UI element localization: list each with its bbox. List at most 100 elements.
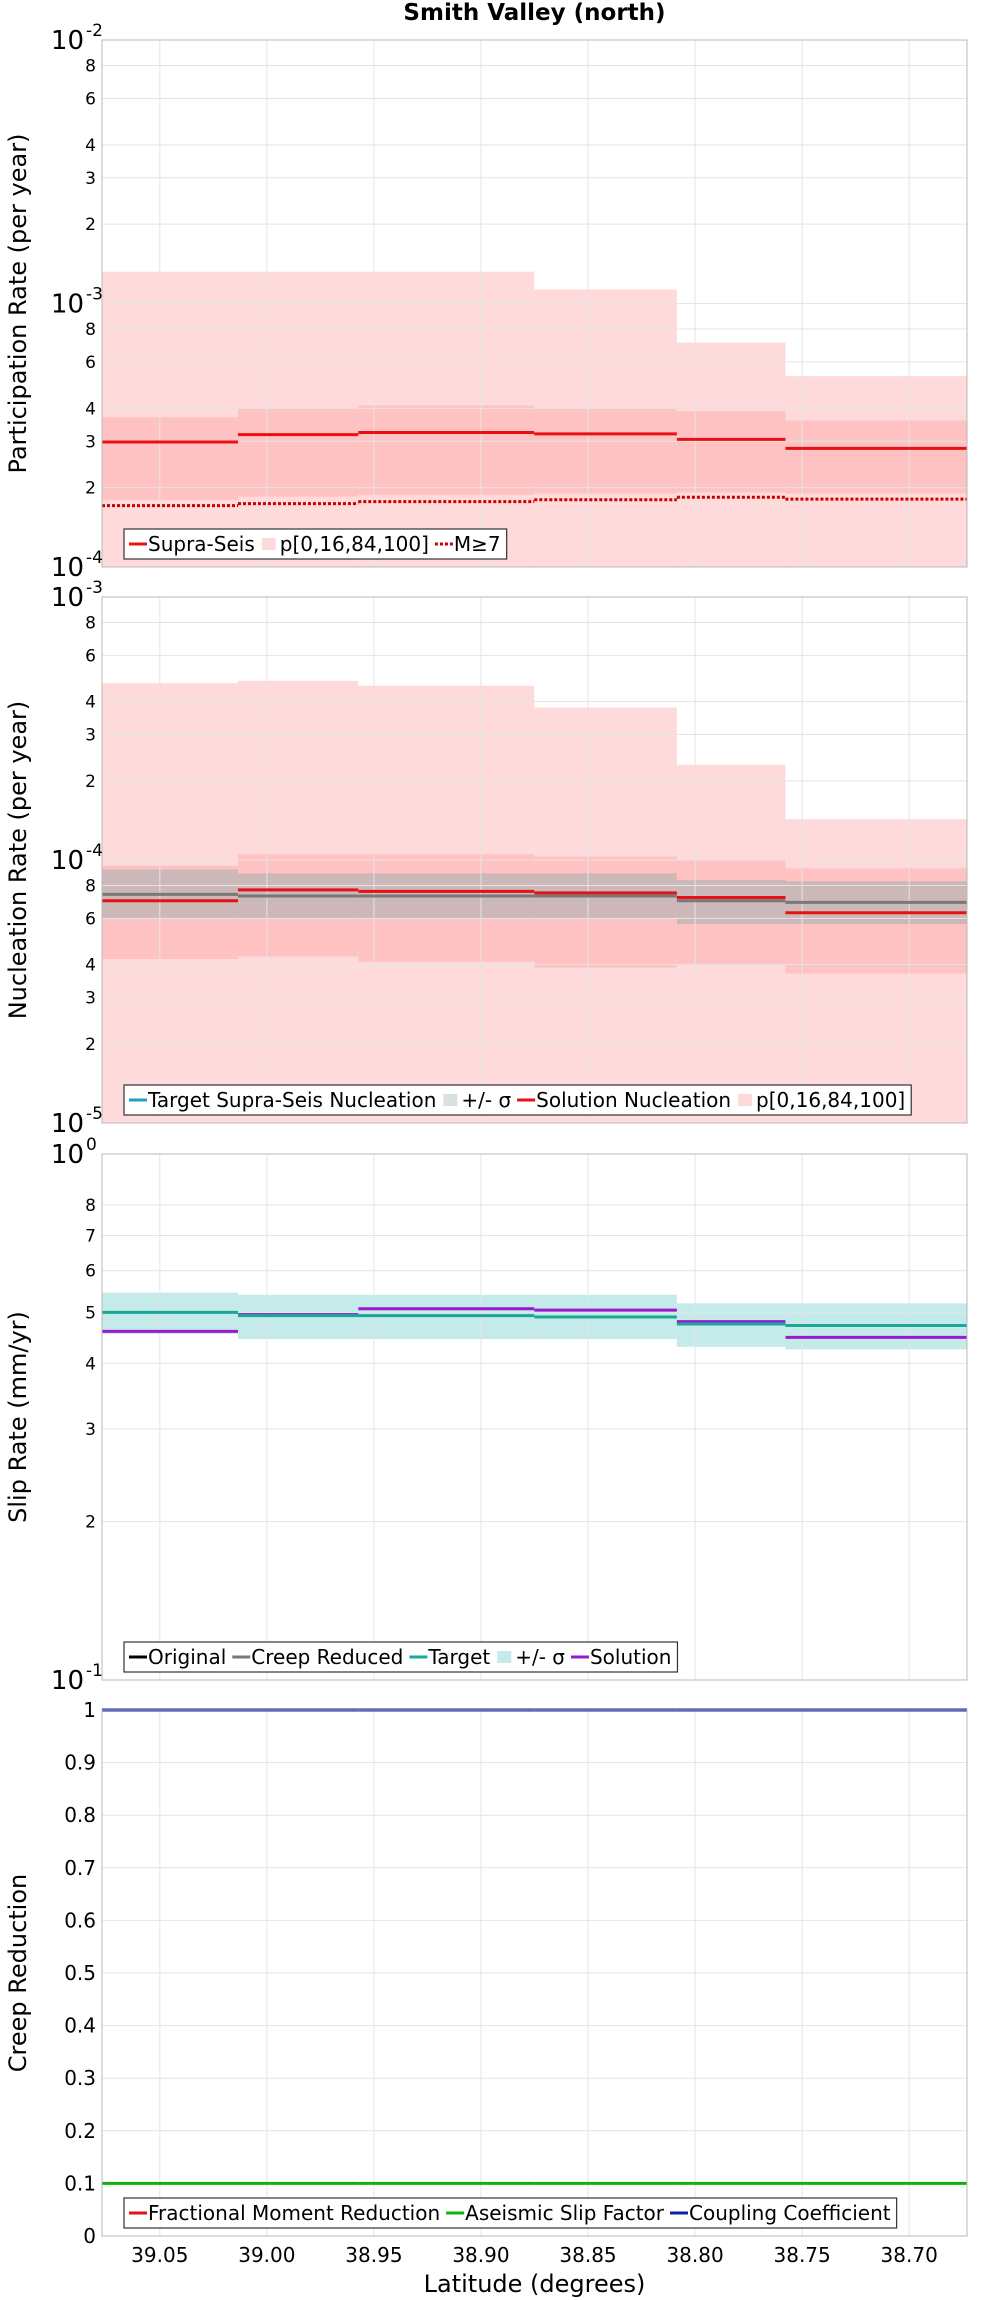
y-tick-label: 4 [85,399,96,419]
legend-patch-swatch [261,538,276,550]
legend-label: Solution [590,1645,671,1669]
plot-frame [101,39,968,568]
band-rect [676,411,786,493]
y-tick-label: 3 [85,432,96,452]
y-tick-label: 10 [51,583,84,613]
plot-frame [101,596,968,1124]
y-tick-label: 4 [85,693,96,713]
x-tick-label: 38.75 [774,2243,831,2267]
y-axis-label: Nucleation Rate (per year) [4,701,32,1020]
y-tick-label: 4 [85,1354,96,1374]
x-tick-label: 39.00 [238,2243,295,2267]
legend-label: +/- σ [515,1645,565,1669]
legend-label: Coupling Coefficient [689,2201,891,2225]
x-tick-label: 38.90 [452,2243,509,2267]
plot-frame [101,1153,968,1681]
plot-area [102,1154,967,1680]
y-tick-label: 0.1 [64,2171,96,2195]
y-tick-label: 0 [83,2224,96,2248]
legend-label: p[0,16,84,100] [280,532,429,556]
legend: Original Creep Reduced Target +/- σ Solution [123,1641,679,1673]
y-tick-label: 7 [85,1226,96,1246]
y-tick-label: 2 [85,479,96,499]
panel-creep: 0 0.1 0.2 0.3 0.4 0.5 0.6 0.7 0.8 0.9 1 Creep Reduc… [4,1698,968,2248]
x-axis: 39.05 39.00 38.95 38.90 38.85 38.80 38.75 38.70… [131,2243,938,2298]
y-tick-label: 3 [85,1420,96,1440]
y-tick-label: 3 [85,989,96,1009]
y-tick-label: 3 [85,169,96,189]
y-tick-exponent: -3 [86,578,103,598]
x-tick-label: 38.80 [666,2243,723,2267]
y-tick-label: 6 [85,89,96,109]
legend-label: Supra-Seis [148,532,255,556]
legend-label: Aseismic Slip Factor [465,2201,665,2225]
band-rect [785,420,967,494]
x-tick-label: 38.95 [345,2243,402,2267]
y-tick-label: 8 [85,1196,96,1216]
legend-label: p[0,16,84,100] [756,1088,905,1112]
legend-box [123,2197,898,2229]
y-tick-exponent: -5 [86,1104,103,1124]
y-tick-exponent: -4 [86,548,103,568]
y-tick-label: 4 [85,136,96,156]
x-tick-label: 38.70 [881,2243,938,2267]
y-tick-label: 2 [85,1035,96,1055]
y-tick-label: 4 [85,956,96,976]
y-axis-label: Creep Reduction [4,1874,32,2072]
legend-patch-swatch [497,1651,512,1663]
y-tick-label: 0.3 [64,2066,96,2090]
y-tick-exponent: -1 [86,1661,103,1681]
y-tick-label: 6 [85,1262,96,1282]
y-tick-label: 8 [85,876,96,896]
y-tick-label: 10 [51,1666,84,1696]
y-tick-label: 3 [85,726,96,746]
y-axis-label: Slip Rate (mm/yr) [4,1311,32,1523]
y-tick-label: 1 [83,1698,96,1722]
legend-patch-swatch [738,1094,753,1106]
legend-label: Target Supra-Seis Nucleation [147,1088,436,1112]
y-axis-label: Participation Rate (per year) [4,134,32,474]
legend-patch-swatch [443,1094,458,1106]
y-tick-label: 0.7 [64,1856,96,1880]
y-tick-label: 0.2 [64,2119,96,2143]
legend-label: Target [427,1645,490,1669]
y-tick-label: 0.8 [64,1803,96,1827]
y-tick-label: 10 [51,290,84,320]
y-tick-label: 10 [51,553,84,583]
y-tick-label: 0.4 [64,2014,96,2038]
legend-label: +/- σ [461,1088,511,1112]
legend-label: M≥7 [454,532,501,556]
band-rect [102,417,238,500]
x-tick-label: 38.85 [559,2243,616,2267]
y-tick-label: 2 [85,772,96,792]
y-tick-label: 10 [51,1109,84,1139]
legend: Supra-Seis p[0,16,84,100] M≥7 [123,528,508,560]
x-axis-label: Latitude (degrees) [424,2270,646,2298]
legend-label: Solution Nucleation [536,1088,731,1112]
y-tick-exponent: -4 [86,841,103,861]
legend: Fractional Moment Reduction Aseismic Slip… [123,2197,898,2229]
y-tick-label: 6 [85,909,96,929]
y-tick-label: 10 [51,26,84,56]
y-tick-label: 2 [85,1513,96,1533]
y-tick-exponent: -2 [86,21,103,41]
plot-frame [101,1709,968,2237]
y-tick-label: 0.6 [64,1908,96,1932]
y-tick-label: 0.5 [64,1961,96,1985]
y-tick-label: 10 [51,1140,84,1170]
legend-label: Fractional Moment Reduction [148,2201,440,2225]
y-tick-label: 10 [51,846,84,876]
y-tick-label: 6 [85,353,96,373]
legend-label: Original [148,1645,226,1669]
band-rect [358,405,535,495]
legend: Target Supra-Seis Nucleation +/- σ Solutio… [123,1084,912,1116]
y-tick-exponent: 0 [86,1135,97,1155]
band-rect [534,408,677,494]
y-tick-label: 8 [85,320,96,340]
y-tick-label: 8 [85,57,96,77]
